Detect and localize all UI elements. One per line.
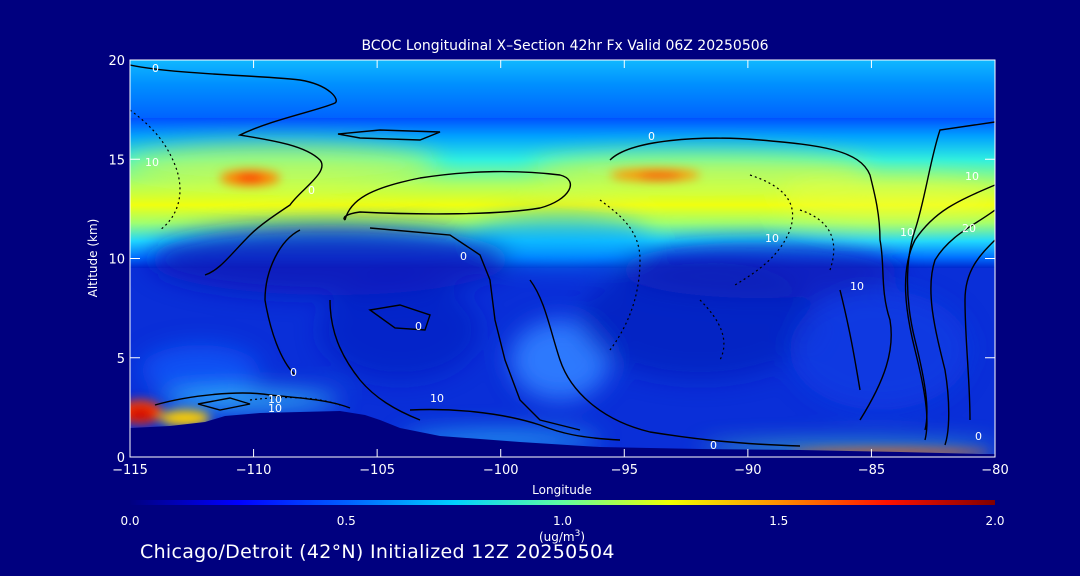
y-tick-label: 15 [108,153,125,168]
y-tick-label: 5 [117,352,125,367]
colorbar-axis: 0.0 0.5 1.0 1.5 2.0 [120,514,1004,528]
contour-label: 20 [962,222,976,235]
y-axis-label: Altitude (km) [86,219,100,298]
contour-label: 0 [460,250,467,263]
contour-lines-dashed [130,109,835,406]
contour-label: 0 [710,439,717,452]
chart-title: BCOC Longitudinal X–Section 42hr Fx Vali… [361,38,768,54]
x-tick-label: −105 [359,463,395,478]
x-axis-label: Longitude [532,483,592,497]
x-tick-label: −85 [858,463,885,478]
contour-lines [130,64,995,447]
colorbar-tick-label: 0.5 [337,514,356,528]
y-axis: 0 5 10 15 20 [108,54,995,466]
contour-label: 10 [430,392,444,405]
contour-label: 0 [415,320,422,333]
contour-label-group: 0 10 0 10 0 0 0 10 10 20 10 0 0 10 0 10 … [145,62,982,452]
colorbar-tick-label: 0.0 [120,514,139,528]
x-tick-label: −115 [112,463,148,478]
contour-label: 10 [268,393,282,406]
terrain-mask [130,411,995,457]
contour-label: 0 [975,430,982,443]
contour-label: 10 [268,402,282,415]
contour-label: 0 [648,130,655,143]
contour-label: 10 [850,280,864,293]
colorbar [130,500,995,505]
x-tick-label: −95 [611,463,638,478]
y-tick-label: 20 [108,54,125,69]
contour-label: 10 [900,226,914,239]
x-axis: −115 −110 −105 −100 −95 −90 −85 −80 [112,60,1009,478]
x-tick-label: −100 [483,463,519,478]
contour-label: 10 [765,232,779,245]
contour-label: 10 [145,156,159,169]
colorbar-tick-label: 2.0 [985,514,1004,528]
initialization-caption: Chicago/Detroit (42°N) Initialized 12Z 2… [140,541,615,563]
concentration-field [130,60,995,457]
x-tick-label: −110 [236,463,272,478]
x-tick-label: −80 [981,463,1008,478]
colorbar-unit-label: (ug/m3) [539,529,585,544]
contour-label: 0 [152,62,159,75]
colorbar-tick-label: 1.0 [553,514,572,528]
y-tick-label: 0 [117,451,125,466]
contour-label: 0 [290,366,297,379]
contour-label: 10 [965,170,979,183]
x-tick-label: −90 [734,463,761,478]
contour-label: 0 [308,184,315,197]
y-tick-label: 10 [108,253,125,268]
colorbar-tick-label: 1.5 [769,514,788,528]
